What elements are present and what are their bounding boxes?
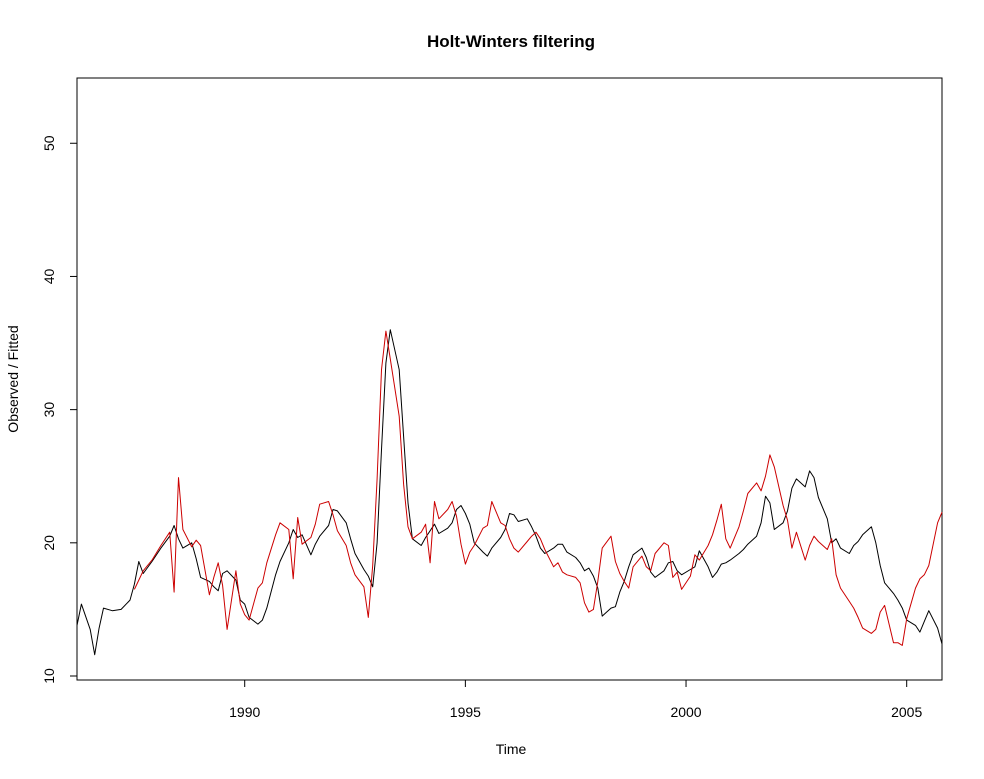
y-tick-label: 30 (41, 402, 57, 418)
chart-title: Holt-Winters filtering (427, 32, 595, 51)
series-line-fitted (133, 330, 943, 646)
x-tick-label: 2005 (891, 704, 922, 720)
series-line-observed (76, 329, 943, 656)
series-layer (76, 329, 943, 656)
x-tick-label: 1995 (450, 704, 481, 720)
x-tick-label: 1990 (229, 704, 260, 720)
x-axis: 1990 1995 2000 2005 (229, 679, 922, 720)
y-tick-label: 10 (41, 668, 57, 684)
y-axis-label: Observed / Fitted (5, 325, 21, 432)
y-tick-label: 40 (41, 268, 57, 284)
y-tick-label: 20 (41, 535, 57, 551)
y-tick-label: 50 (41, 135, 57, 151)
plot-frame (76, 77, 943, 681)
y-axis: 10 20 30 40 50 (41, 135, 78, 684)
x-tick-label: 2000 (670, 704, 701, 720)
x-axis-label: Time (496, 741, 527, 757)
